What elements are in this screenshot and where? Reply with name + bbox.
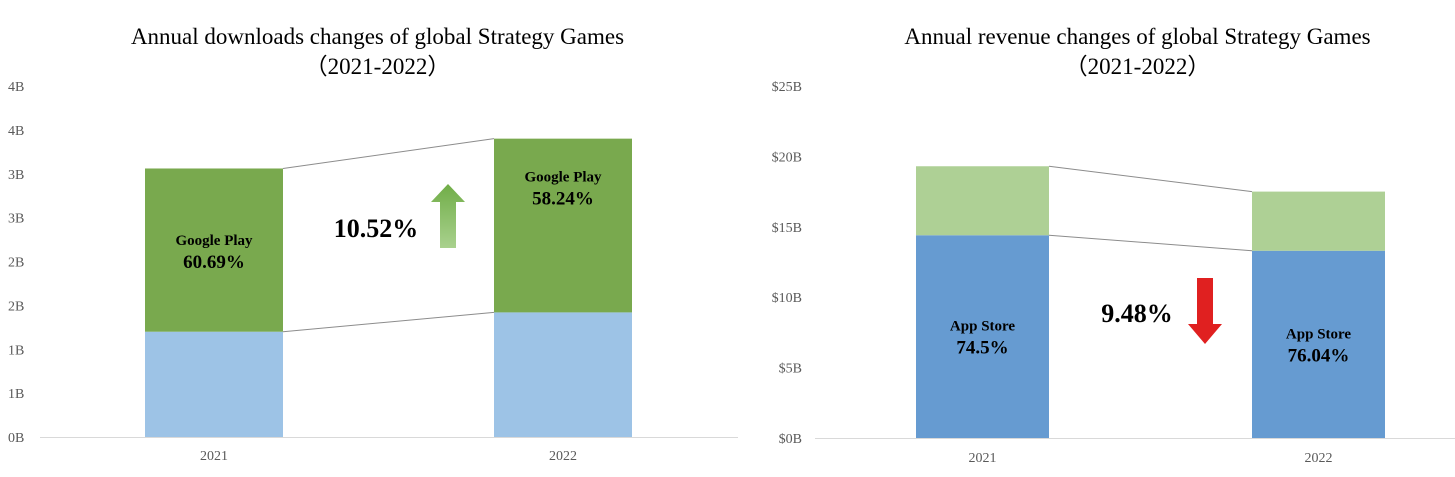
y-tick-label: 2B — [8, 256, 24, 271]
x-tick-label: 2022 — [1305, 451, 1333, 466]
y-tick-label: 2B — [8, 299, 24, 314]
downloads-chart-panel: Annual downloads changes of global Strat… — [8, 24, 738, 464]
segment-label-name: Google Play — [524, 170, 602, 186]
y-tick-label: 0B — [8, 431, 24, 446]
segment-label-percent: 74.5% — [956, 338, 1008, 359]
bar-google-play-2021 — [916, 166, 1049, 236]
y-tick-label: 3B — [8, 168, 24, 183]
change-percent-label: 9.48% — [1101, 299, 1173, 328]
segment-label-name: App Store — [950, 319, 1015, 335]
segment-label-percent: 76.04% — [1288, 345, 1350, 366]
chart-subtitle: （2021-2022） — [1064, 54, 1211, 79]
bar-app-store-2022 — [494, 312, 632, 437]
y-tick-label: $0B — [779, 432, 802, 447]
y-tick-label: 1B — [8, 343, 24, 358]
arrow-up-icon — [431, 184, 465, 248]
bar-app-store-2022 — [1252, 250, 1385, 438]
y-tick-label: 4B — [8, 80, 24, 95]
y-tick-label: 4B — [8, 124, 24, 139]
bar-google-play-2021 — [145, 168, 283, 332]
y-tick-label: $20B — [772, 150, 802, 165]
segment-label-name: Google Play — [175, 233, 253, 249]
segment-label-percent: 58.24% — [532, 189, 594, 210]
arrow-down-icon — [1188, 278, 1222, 344]
bar-app-store-2021 — [145, 331, 283, 437]
revenue-chart: $0B $5B $10B $15B $20B $25B App Store 74.5% 2021… — [772, 80, 1455, 466]
x-tick-label: 2022 — [549, 449, 577, 464]
connector-line-bottom — [282, 311, 495, 333]
y-tick-label: $15B — [772, 221, 802, 236]
y-tick-label: 1B — [8, 387, 24, 402]
change-percent-label: 10.52% — [334, 214, 419, 243]
revenue-chart-panel: Annual revenue changes of global Strateg… — [755, 0, 1455, 477]
bar-google-play-2022 — [1252, 191, 1385, 251]
y-tick-label: $10B — [772, 291, 802, 306]
connector-line-top — [1048, 165, 1253, 193]
x-tick-label: 2021 — [200, 449, 228, 464]
segment-label-percent: 60.69% — [183, 252, 245, 273]
chart-title: Annual downloads changes of global Strat… — [130, 24, 625, 49]
chart-subtitle: （2021-2022） — [304, 54, 451, 79]
y-tick-label: $5B — [779, 362, 802, 377]
bar-app-store-2021 — [916, 235, 1049, 438]
connector-line-bottom — [1048, 234, 1253, 252]
downloads-chart: 0B 1B 1B 2B 2B 3B 3B 4B 4B Google Play 60.69% 2021 G… — [8, 80, 738, 464]
y-tick-label: 3B — [8, 212, 24, 227]
segment-label-name: App Store — [1286, 326, 1351, 342]
x-tick-label: 2021 — [969, 451, 997, 466]
connector-line-top — [282, 138, 495, 169]
bar-google-play-2022 — [494, 138, 632, 313]
chart-title: Annual revenue changes of global Strateg… — [904, 24, 1371, 49]
y-tick-label: $25B — [772, 80, 802, 95]
